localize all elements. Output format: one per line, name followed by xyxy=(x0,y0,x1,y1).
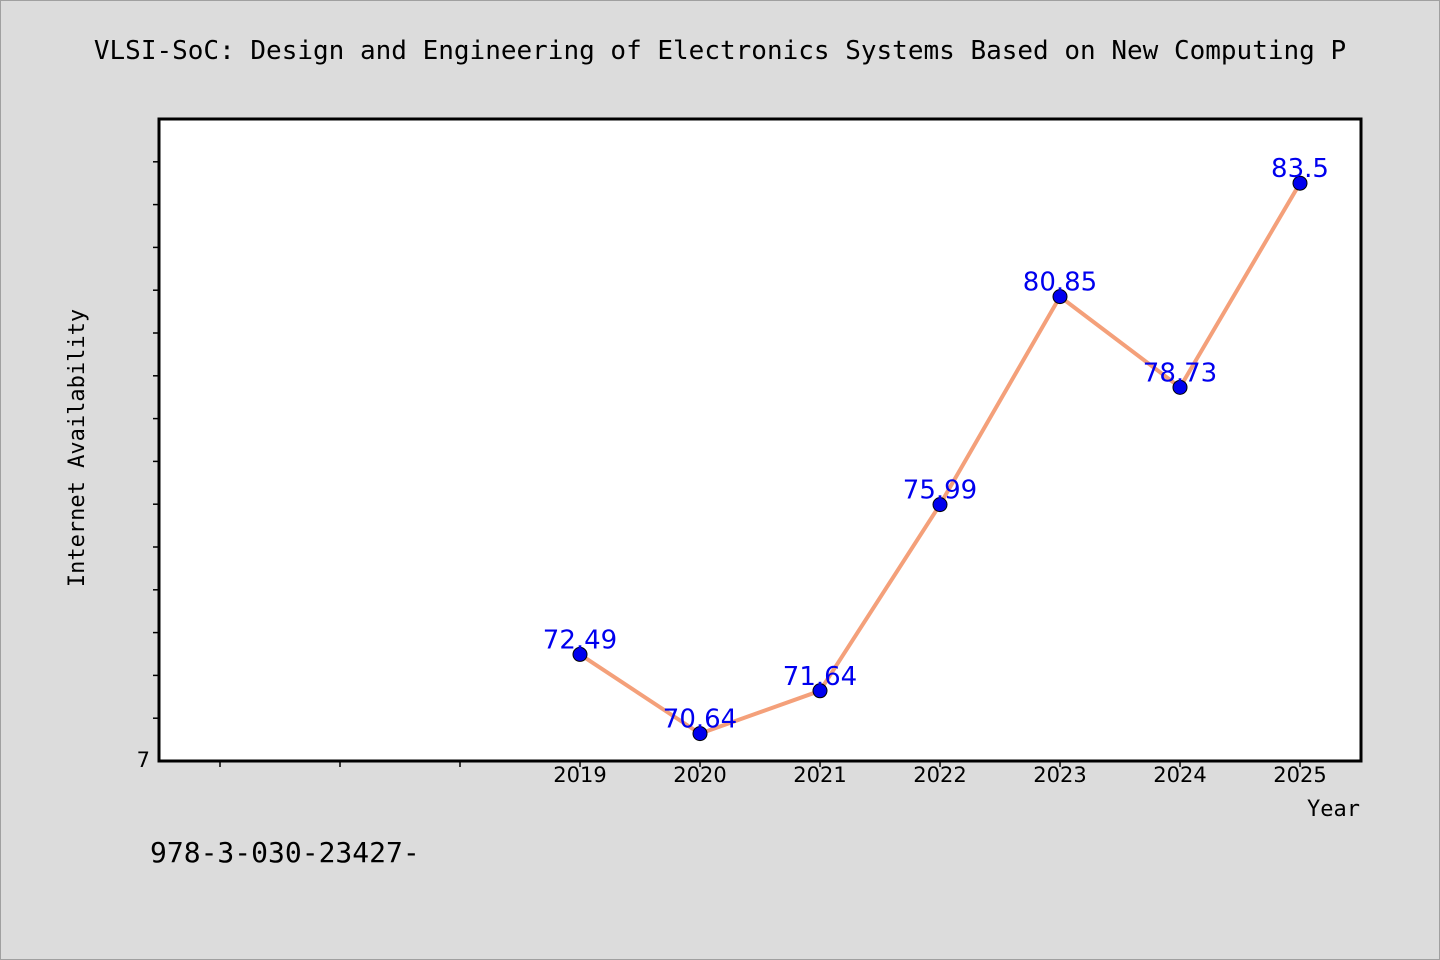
x-tick-label: 2019 xyxy=(553,763,606,787)
data-label: 78.73 xyxy=(1143,358,1217,388)
x-tick-label: 2023 xyxy=(1033,763,1086,787)
data-point xyxy=(1292,175,1308,191)
data-point xyxy=(1052,289,1068,305)
y-axis-label: Internet Availability xyxy=(65,309,90,587)
chart-title: VLSI-SoC: Design and Engineering of Elec… xyxy=(93,36,1347,66)
plot-area xyxy=(157,117,1363,763)
data-label: 72.49 xyxy=(543,625,617,655)
data-markers xyxy=(572,175,1308,742)
x-tick-label: 2020 xyxy=(673,763,726,787)
x-tick-label: 2025 xyxy=(1273,763,1326,787)
data-point xyxy=(1172,379,1188,395)
data-label: 75.99 xyxy=(903,476,977,506)
data-point xyxy=(572,646,588,662)
data-point xyxy=(812,683,828,699)
y-tick-label: 7 xyxy=(137,748,150,772)
data-point xyxy=(932,497,948,513)
footer-text: 978-3-030-23427- xyxy=(150,836,420,869)
data-label: 83.5 xyxy=(1271,154,1329,184)
data-labels: 72.49 70.64 71.64 75.99 80.85 78.73 83.5 xyxy=(543,154,1329,734)
x-tick-label: 2024 xyxy=(1153,763,1206,787)
data-label: 70.64 xyxy=(663,705,737,735)
x-axis-label: Year xyxy=(1307,797,1360,822)
data-point xyxy=(692,726,708,742)
data-label: 71.64 xyxy=(783,662,857,692)
data-label: 80.85 xyxy=(1023,268,1097,298)
x-tick-label: 2022 xyxy=(913,763,966,787)
x-tick-label: 2021 xyxy=(793,763,846,787)
x-axis-ticks: 2019 2020 2021 2022 2023 2024 2025 xyxy=(219,761,1327,787)
y-axis-ticks xyxy=(153,161,159,719)
